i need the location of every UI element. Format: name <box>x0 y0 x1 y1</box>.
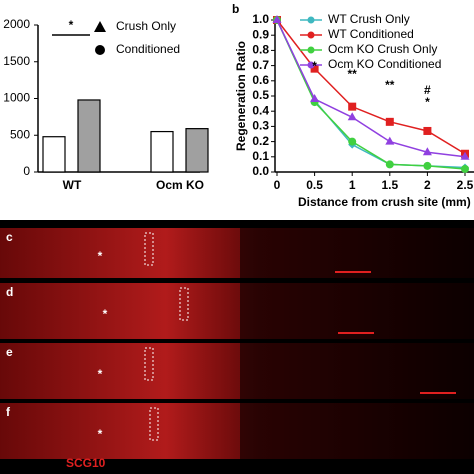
crush-site-box <box>144 232 154 266</box>
point <box>348 102 357 111</box>
y-tick-label: 0.1 <box>252 149 269 163</box>
x-tick-label: 2 <box>424 178 431 192</box>
point <box>310 64 319 73</box>
annotation: * <box>312 59 317 73</box>
panel-label: b <box>232 2 239 16</box>
point <box>423 126 432 135</box>
annotation: ** <box>385 78 395 92</box>
series-line <box>276 19 466 158</box>
x-tick-label: 1 <box>349 178 356 192</box>
legend-marker <box>307 61 315 69</box>
point <box>385 117 394 126</box>
bar <box>77 99 101 173</box>
point <box>348 137 357 146</box>
y-tick-label: 0 <box>23 164 30 178</box>
point <box>385 160 394 169</box>
significance: * <box>69 18 74 32</box>
nerve-dark-end <box>240 283 474 339</box>
nerve-dark-end <box>240 343 474 399</box>
y-tick-label: 0.2 <box>252 134 269 148</box>
nerve-dark-end <box>240 228 474 278</box>
x-tick-label: 0.5 <box>306 178 323 192</box>
y-tick-label: 0.5 <box>252 88 269 102</box>
y-tick-label: 1.0 <box>252 12 269 26</box>
crush-site-box <box>179 287 189 321</box>
x-tick-label: Ocm KO <box>156 178 204 192</box>
x-axis-label: Distance from crush site (mm) <box>298 195 471 209</box>
series-line <box>276 19 466 170</box>
point <box>272 15 282 23</box>
panel-label: d <box>6 285 13 299</box>
y-tick-label: 0.6 <box>252 73 269 87</box>
legend-label: WT Crush Only <box>328 12 410 26</box>
crush-site-box <box>144 347 154 381</box>
legend-marker <box>307 31 315 39</box>
lesion-marker: * <box>98 427 103 441</box>
annotation: # <box>424 83 431 97</box>
annotation: * <box>425 95 430 109</box>
x-tick-label: 1.5 <box>381 178 398 192</box>
bar <box>185 128 209 173</box>
point <box>310 94 320 103</box>
y-tick-label: 0.7 <box>252 58 269 72</box>
series-line <box>276 19 466 155</box>
point <box>423 161 432 170</box>
y-tick-label: 1500 <box>3 54 30 68</box>
panel-label: f <box>6 405 11 419</box>
y-tick-label: 0.0 <box>252 164 269 178</box>
bar <box>42 136 66 173</box>
y-tick-label: 0.3 <box>252 119 269 133</box>
x-tick-label: 2.5 <box>457 178 474 192</box>
lesion-marker: * <box>98 367 103 381</box>
point <box>422 147 432 156</box>
x-tick-label: WT <box>63 178 82 192</box>
y-tick-label: 0.4 <box>252 103 269 117</box>
legend-marker <box>95 45 105 55</box>
lesion-marker: * <box>98 249 103 263</box>
y-tick-label: 0.9 <box>252 27 269 41</box>
annotation: ** <box>348 67 358 81</box>
panel-label: c <box>6 230 13 244</box>
legend-marker <box>307 16 315 24</box>
lesion-marker: * <box>103 307 108 321</box>
nerve-dark-end <box>240 403 474 459</box>
legend-label: Ocm KO Crush Only <box>328 42 437 56</box>
panel-label: e <box>6 345 13 359</box>
legend-marker <box>94 21 106 32</box>
legend-label: Conditioned <box>116 42 180 56</box>
x-tick-label: 0 <box>274 178 281 192</box>
stain-label: SCG10 <box>66 456 106 470</box>
legend-label: WT Conditioned <box>328 27 414 41</box>
crush-site-box <box>149 407 159 441</box>
point <box>460 151 470 160</box>
point <box>385 136 395 145</box>
y-tick-label: 500 <box>10 127 30 141</box>
point <box>347 112 357 121</box>
y-tick-label: 0.8 <box>252 43 269 57</box>
legend-marker <box>307 46 315 54</box>
y-tick-label: 2000 <box>3 17 30 31</box>
point <box>461 164 469 173</box>
y-tick-label: 1000 <box>3 91 30 105</box>
legend-label: Crush Only <box>116 19 176 33</box>
legend-label: Ocm KO Conditioned <box>328 57 441 71</box>
y-axis-label: Regeneration Ratio <box>234 41 248 151</box>
bar <box>150 130 174 173</box>
